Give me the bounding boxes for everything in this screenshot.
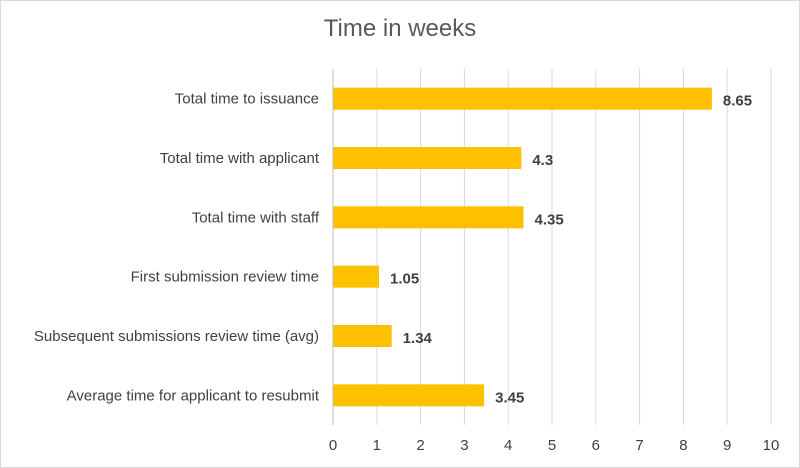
data-label: 1.34 (403, 330, 433, 347)
bar (333, 87, 712, 110)
data-label: 3.45 (495, 389, 524, 406)
x-tick-label: 2 (416, 437, 424, 454)
x-tick-label: 5 (548, 437, 556, 454)
category-label: Average time for applicant to resubmit (67, 387, 320, 404)
x-tick-label: 1 (373, 437, 381, 454)
bar (333, 147, 522, 169)
data-label: 4.3 (532, 152, 553, 169)
x-tick-label: 9 (723, 437, 731, 454)
data-label: 1.05 (390, 271, 419, 288)
bar (333, 384, 485, 407)
x-tick-label: 10 (763, 437, 780, 454)
chart-title: Time in weeks (323, 15, 477, 42)
bar (333, 206, 524, 229)
data-label: 4.35 (535, 211, 564, 228)
category-label: First submission review time (131, 269, 319, 286)
bar (333, 325, 392, 347)
data-label: 8.65 (723, 93, 752, 110)
x-tick-label: 4 (504, 437, 512, 454)
category-label: Total time with applicant (160, 150, 320, 167)
x-tick-label: 3 (460, 437, 468, 454)
category-label: Total time with staff (192, 209, 320, 226)
category-label: Total time to issuance (175, 91, 319, 108)
x-tick-label: 0 (329, 437, 337, 454)
x-tick-label: 7 (635, 437, 643, 454)
category-label: Subsequent submissions review time (avg) (34, 328, 319, 345)
x-tick-label: 6 (592, 437, 600, 454)
bar (333, 265, 379, 288)
x-tick-label: 8 (679, 437, 687, 454)
